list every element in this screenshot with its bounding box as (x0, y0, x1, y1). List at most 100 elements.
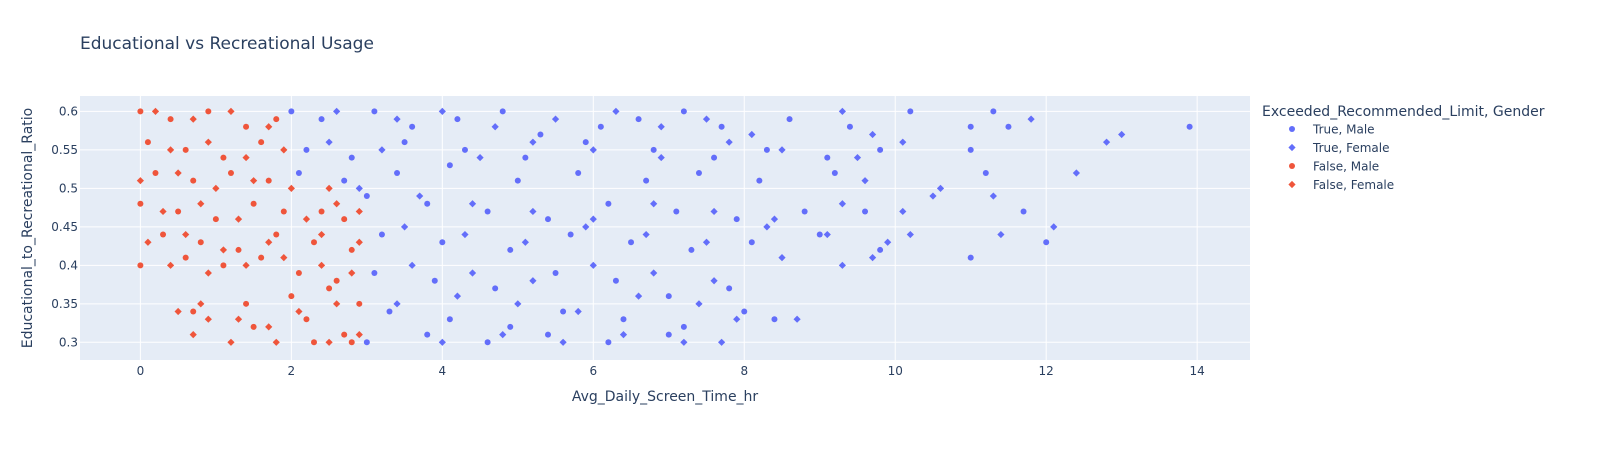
data-point (748, 239, 755, 246)
data-point (665, 293, 672, 300)
data-point (295, 307, 303, 316)
data-point (431, 277, 438, 284)
legend-item[interactable]: False, Male (1289, 160, 1379, 174)
data-point (219, 246, 228, 254)
data-point (446, 316, 453, 323)
data-point (205, 108, 212, 115)
x-tick-label: 10 (888, 364, 903, 378)
data-point (356, 300, 363, 307)
data-point (824, 154, 831, 161)
data-point (1020, 208, 1027, 215)
data-point (726, 285, 733, 292)
data-point (250, 177, 258, 185)
legend-item[interactable]: True, Female (1288, 141, 1390, 155)
data-point (446, 162, 453, 169)
data-point (325, 338, 333, 346)
data-point (1118, 130, 1126, 139)
data-point (424, 200, 431, 207)
data-point (695, 169, 702, 176)
data-point (853, 153, 862, 162)
data-point (333, 277, 340, 284)
data-point (439, 239, 446, 246)
series-true-female (325, 107, 1126, 346)
x-tick-label: 6 (589, 364, 597, 378)
data-point (929, 192, 937, 200)
y-tick-label: 0.5 (59, 181, 78, 195)
x-tick-label: 8 (740, 364, 748, 378)
data-point (899, 138, 907, 146)
data-point (453, 292, 462, 300)
data-point (295, 169, 302, 176)
data-point (537, 131, 544, 138)
chart-title: Educational vs Recreational Usage (80, 34, 374, 54)
legend-label: True, Female (1312, 141, 1390, 155)
data-point (461, 146, 468, 153)
data-point (341, 331, 348, 338)
data-point (1186, 123, 1193, 130)
data-point (756, 177, 763, 184)
data-point (333, 200, 341, 208)
data-point (838, 261, 846, 269)
data-point (718, 123, 725, 130)
data-point (725, 138, 733, 146)
data-point (816, 231, 823, 238)
data-point (189, 115, 197, 123)
data-point (182, 146, 189, 153)
data-point (341, 177, 348, 184)
data-point (680, 323, 687, 330)
data-point (695, 300, 703, 308)
legend-item[interactable]: True, Male (1289, 123, 1375, 137)
data-point (733, 216, 740, 223)
data-point (424, 331, 431, 338)
data-point (235, 246, 242, 253)
data-point (166, 261, 175, 269)
data-point (401, 139, 408, 146)
plot-area[interactable] (80, 96, 1250, 360)
data-point (152, 169, 159, 176)
data-point (311, 239, 317, 246)
legend-item[interactable]: False, Female (1288, 178, 1394, 192)
data-point (167, 116, 174, 123)
data-point (884, 238, 892, 246)
data-point (302, 215, 311, 223)
legend-circle-marker (1289, 163, 1295, 169)
data-point (227, 338, 235, 346)
data-point (190, 177, 197, 184)
data-point (265, 177, 272, 184)
data-point (250, 200, 257, 207)
data-point (507, 246, 514, 253)
data-point (280, 254, 288, 262)
data-point (771, 316, 778, 323)
x-tick-label: 12 (1039, 364, 1054, 378)
data-point (468, 269, 477, 277)
data-point (657, 153, 665, 162)
data-point (529, 207, 537, 216)
data-point (333, 300, 341, 308)
data-point (371, 270, 378, 277)
data-point (212, 184, 220, 192)
data-point (355, 184, 363, 192)
data-point (136, 177, 144, 185)
data-point (189, 331, 197, 339)
data-point (242, 153, 250, 162)
data-point (318, 116, 325, 123)
data-point (574, 307, 582, 316)
data-point (280, 146, 288, 154)
y-tick-label: 0.35 (51, 297, 78, 311)
data-point (182, 254, 189, 261)
data-point (907, 108, 914, 115)
data-point (295, 270, 302, 277)
data-point (560, 308, 567, 315)
y-tick-label: 0.55 (51, 143, 78, 157)
data-point (688, 246, 695, 253)
data-point (386, 308, 393, 315)
data-point (204, 138, 212, 146)
data-point (438, 338, 446, 346)
data-point (801, 208, 808, 215)
data-point (325, 138, 333, 146)
data-point (582, 223, 590, 231)
data-point (1050, 223, 1058, 231)
data-point (861, 177, 869, 185)
data-point (741, 308, 748, 315)
